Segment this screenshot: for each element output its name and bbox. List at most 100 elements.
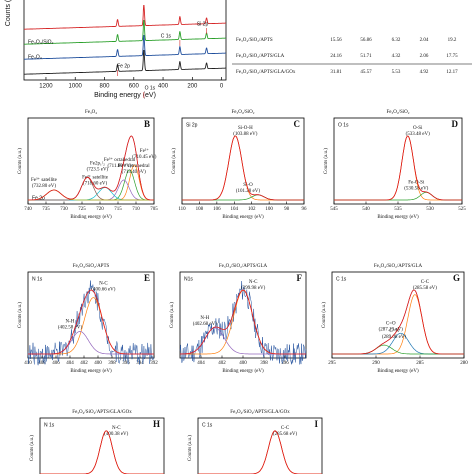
x-tick-label: 398 xyxy=(108,361,116,366)
peak-name: Fe³⁺ tetrahedral xyxy=(118,163,150,169)
panel-title: Fe₃O₄/SiO₂ xyxy=(386,110,409,115)
peak-name: N-H xyxy=(200,316,209,321)
x-tick-label: 400 xyxy=(158,84,169,90)
x-tick-label: 110 xyxy=(178,207,186,212)
x-tick-label: 285 xyxy=(416,361,424,366)
table-cell: 19.2 xyxy=(448,38,457,43)
region-label: C 1s xyxy=(202,422,213,428)
table-cell: 56.86 xyxy=(360,38,372,43)
series-label: Fe₃O₄ xyxy=(28,54,42,60)
plot-frame xyxy=(331,271,465,359)
peak-energy: (732.80 eV) xyxy=(32,184,56,189)
plot-frame xyxy=(197,417,323,474)
region-label: N 1s xyxy=(32,276,43,282)
panel-title: Fe₃O₄ xyxy=(85,110,97,115)
table-cell: 24.16 xyxy=(330,54,342,59)
table-cell: Fe₃O₄/SiO₂/APTS xyxy=(236,38,273,43)
x-tick-label: 394 xyxy=(136,361,144,366)
x-tick-label: 600 xyxy=(129,84,140,90)
panel-letter: E xyxy=(144,273,150,283)
x-tick-label: 540 xyxy=(362,207,370,212)
x-tick-label: 102 xyxy=(248,207,256,212)
x-tick-label: 400 xyxy=(94,361,102,366)
series-label: Fe₃O₄/SiO₂ xyxy=(28,39,54,45)
x-tick-label: 396 xyxy=(122,361,130,366)
region-label: Si 2p xyxy=(186,122,198,128)
fit-envelope xyxy=(334,135,462,201)
panel-letter: D xyxy=(452,119,459,129)
plot-frame xyxy=(27,117,155,205)
fit-envelope xyxy=(182,135,304,201)
x-tick-label: 295 xyxy=(328,361,336,366)
peak-label: O 1s xyxy=(145,85,156,91)
table-cell: 15.56 xyxy=(330,38,342,43)
x-tick-label: 1200 xyxy=(39,84,53,90)
survey-spectrum xyxy=(24,20,226,45)
raw-spectrum xyxy=(179,280,307,365)
x-tick-label: 404 xyxy=(197,361,205,366)
peak-energy: (400.66 eV) xyxy=(91,288,115,293)
x-tick-label: 720 xyxy=(96,207,104,212)
peak-energy: (723.5 eV) xyxy=(87,168,109,173)
x-tick-label: 410 xyxy=(24,361,32,366)
region-label: O 1s xyxy=(338,122,349,128)
y-axis-label: Counts (a.u.) xyxy=(18,148,23,174)
fit-envelope xyxy=(28,135,154,201)
plot-frame xyxy=(27,271,155,359)
y-axis-label: Counts (a.u.) xyxy=(188,435,193,461)
table-cell: Fe₃O₄/SiO₂/APTS/GLA xyxy=(236,54,285,59)
x-tick-label: 735 xyxy=(42,207,50,212)
x-tick-label: 290 xyxy=(372,361,380,366)
panel-letter: I xyxy=(314,419,318,429)
y-axis-label: Counts (a.u.) xyxy=(322,302,327,328)
survey-spectrum xyxy=(24,5,226,30)
panel-title: Fe₃O₄/SiO₂ xyxy=(231,110,254,115)
peak-name: Fe²⁺ xyxy=(140,148,149,154)
x-tick-label: 400 xyxy=(239,361,247,366)
x-tick-label: 800 xyxy=(99,84,110,90)
peak-energy: (530.58 eV) xyxy=(404,186,428,191)
peak-energy: (103.88 eV) xyxy=(233,132,257,137)
table-cell: 4.92 xyxy=(420,70,429,75)
panel: Fe₃O₄/SiO₂ C Si 2p Counts (a.u.) 110 108 106 10… xyxy=(172,110,307,220)
panel-title: Fe₃O₄/SiO₂/APTS/GLA xyxy=(374,264,423,269)
region-label: Fe 2p xyxy=(32,195,45,201)
peak-name: Fe²⁺ satellite xyxy=(82,175,109,181)
x-tick-label: 98 xyxy=(284,207,290,212)
x-tick-label: 1000 xyxy=(69,84,83,90)
x-tick-label: 280 xyxy=(460,361,468,366)
x-tick-label: 108 xyxy=(196,207,204,212)
peak-energy: (287.19 eV) xyxy=(379,327,403,332)
x-axis-label: Binding energy (eV) xyxy=(377,369,419,374)
peak-name: Fe2p₁/₂ xyxy=(90,162,105,167)
fit-envelope xyxy=(180,289,306,355)
fit-envelope xyxy=(28,289,154,355)
peak-name: Fe-O-Si xyxy=(408,180,425,185)
table-cell: 31.81 xyxy=(330,70,342,75)
region-label: C 1s xyxy=(336,276,347,282)
x-axis-label: Binding energy (eV) xyxy=(70,369,112,374)
fit-envelope xyxy=(198,430,322,474)
plot-frame xyxy=(23,0,227,81)
peak-energy: (533.48 eV) xyxy=(406,132,430,137)
peak-name: Si-O-H xyxy=(238,126,253,131)
panel-letter: B xyxy=(144,119,150,129)
x-tick-label: 545 xyxy=(330,207,338,212)
panel-letter: C xyxy=(294,119,301,129)
panel: Fe₃O₄/SiO₂/APTS/GLA G C 1s Counts (a.u.) 295… xyxy=(322,264,468,374)
peak-energy: (285.68 eV) xyxy=(273,432,297,437)
x-axis-label: Binding energy (eV) xyxy=(222,369,264,374)
peak-name: C-C xyxy=(421,280,430,285)
peak-name: N-C xyxy=(112,426,121,431)
panel: Fe₃O₄/SiO₂/APTS/GLA/GOx H N 1s Counts (a.u.… xyxy=(30,410,165,474)
plot-frame xyxy=(181,117,305,205)
panel-title: Fe₃O₄/SiO₂/APTS/GLA/GOx xyxy=(230,410,290,415)
panel: Fe₃O₄ B Fe 2p Counts (a.u.) 740 735 730 725 720 7… xyxy=(18,110,158,220)
table-cell: 6.32 xyxy=(392,38,401,43)
peak-energy: (711.80 eV) xyxy=(108,164,132,169)
panel-title: Fe₃O₄/SiO₂/APTS/GLA xyxy=(219,264,268,269)
table-cell: 4.32 xyxy=(392,54,401,59)
peak-name: C-C xyxy=(281,426,290,431)
x-tick-label: 96 xyxy=(302,207,308,212)
